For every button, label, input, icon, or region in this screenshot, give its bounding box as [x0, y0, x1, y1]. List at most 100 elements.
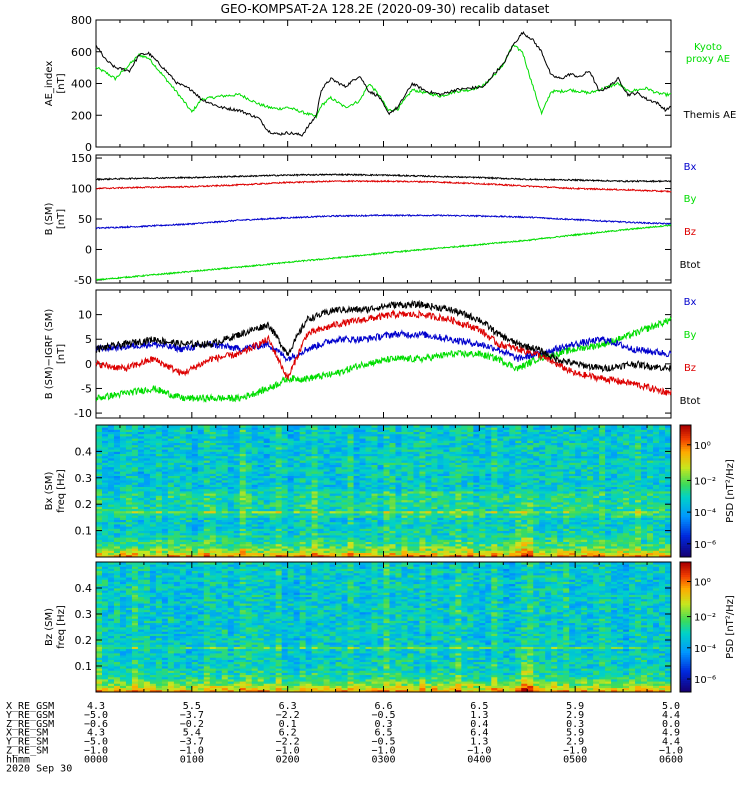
db-y-axis-label: [nT] — [56, 344, 67, 364]
ephemeris-value: 4.3 — [87, 701, 105, 712]
ephemeris-row-label: Z_RE_GSM — [6, 719, 54, 730]
spec_bx-colorbar-tick-label: 10⁰ — [694, 441, 711, 452]
spec_bx-colorbar — [680, 425, 691, 558]
figure-title: GEO-KOMPSAT-2A 128.2E (2020-09-30) recal… — [221, 2, 550, 16]
spec_bz-y-axis-label: Bz (SM) — [44, 608, 55, 646]
b-series-by — [95, 224, 672, 282]
ae-y-tick-label: 800 — [71, 14, 92, 27]
ephemeris-row-label: X_RE_SM — [6, 728, 48, 739]
ephemeris-value: 5.4 — [183, 728, 201, 739]
spec_bz-colorbar-tick-label: 10⁻⁴ — [694, 644, 716, 655]
spec_bz-colorbar-tick-label: 10⁻² — [694, 613, 716, 624]
ae-legend-proxy: proxy AE — [686, 54, 730, 65]
ae-y-tick-label: 400 — [71, 78, 92, 91]
ephemeris-row-label: Y_RE_SM — [6, 737, 48, 748]
db-series-bz — [95, 309, 672, 396]
spec_bx-y-tick-label: 0.1 — [75, 525, 93, 538]
ephemeris-value: 1.3 — [470, 710, 488, 721]
b-y-axis-label: B (SM) — [44, 202, 55, 235]
ephemeris-value: −2.2 — [276, 710, 300, 721]
spec_bx-spectrogram-cells — [96, 425, 672, 558]
db-y-tick-label: 0 — [85, 358, 92, 371]
ephemeris-value: 0100 — [180, 754, 204, 765]
ephemeris-value: 2.9 — [566, 737, 584, 748]
ephemeris-date: 2020 Sep 30 — [6, 763, 72, 774]
b-legend-btot: Btot — [680, 260, 701, 271]
spec_bz-y-tick-label: 0.3 — [75, 608, 93, 621]
ae-series-themis-ae — [95, 30, 672, 137]
db-y-tick-label: 10 — [78, 309, 92, 322]
ae-y-tick-label: 200 — [71, 109, 92, 122]
ephemeris-value: 0300 — [371, 754, 395, 765]
spec_bz-y-axis-label: freq [Hz] — [56, 605, 67, 649]
b-y-axis-label: [nT] — [56, 209, 67, 229]
ephemeris-value: 4.4 — [662, 737, 680, 748]
b-y-tick-label: 150 — [71, 152, 92, 165]
spec_bx-y-axis-label: freq [Hz] — [56, 469, 67, 513]
b-y-tick-label: 50 — [78, 213, 92, 226]
ephemeris-value: −0.5 — [371, 737, 395, 748]
spec_bz-colorbar — [680, 562, 691, 693]
ephemeris-value: −3.7 — [180, 710, 204, 721]
ephemeris-value: 6.3 — [279, 701, 297, 712]
ephemeris-row-label: X_RE_GSM — [6, 701, 54, 712]
spec_bz-colorbar-tick-label: 10⁻⁶ — [694, 675, 716, 686]
ephemeris-value: 6.5 — [470, 701, 488, 712]
ephemeris-value: 0000 — [84, 754, 108, 765]
ephemeris-value: −0.2 — [180, 719, 204, 730]
ephemeris-value: 0500 — [563, 754, 587, 765]
ephemeris-row-label: Z_RE_SM — [6, 746, 48, 757]
ephemeris-value: 6.4 — [470, 728, 488, 739]
ephemeris-value: 0.1 — [279, 719, 297, 730]
ephemeris-value: 4.9 — [662, 728, 680, 739]
ephemeris-value: −0.6 — [84, 719, 108, 730]
ephemeris-value: 0600 — [659, 754, 683, 765]
ae-y-axis-label: AE_index — [44, 61, 55, 107]
spec_bz-y-tick-label: 0.1 — [75, 660, 93, 673]
spec_bx-colorbar-tick-label: 10⁻⁴ — [694, 508, 716, 519]
spec_bx-colorbar-frame — [679, 424, 692, 558]
db-series-bx — [95, 329, 672, 363]
ephemeris-value: −1.0 — [563, 746, 587, 757]
spec_bz-spectrogram-cells — [96, 562, 672, 693]
ephemeris-value: −0.5 — [371, 710, 395, 721]
ae-series-kyoto-proxy-ae — [95, 44, 672, 119]
ephemeris-row-label: Y_RE_GSM — [6, 710, 54, 721]
b-series-bx — [95, 213, 672, 230]
ae-legend-kyoto: Kyoto — [694, 42, 722, 53]
db-legend-bz: Bz — [684, 363, 696, 374]
ae-y-axis-label: [nT] — [56, 73, 67, 93]
ephemeris-value: 5.5 — [183, 701, 201, 712]
ephemeris-value: 4.4 — [662, 710, 680, 721]
ephemeris-value: 2.9 — [566, 710, 584, 721]
ephemeris-value: 6.5 — [374, 728, 392, 739]
ephemeris-value: 0.3 — [374, 719, 392, 730]
ephemeris-value: 6.2 — [279, 728, 297, 739]
db-series-by — [95, 315, 672, 403]
ephemeris-value: 4.3 — [87, 728, 105, 739]
ephemeris-value: −5.0 — [84, 737, 108, 748]
b-y-tick-label: 0 — [85, 243, 92, 256]
b-legend-bx: Bx — [684, 162, 697, 173]
db-legend-by: By — [684, 330, 697, 341]
ephemeris-value: −1.0 — [467, 746, 491, 757]
ephemeris-value: −1.0 — [84, 746, 108, 757]
db-y-axis-label: B (SM)−IGRF (SM) — [44, 309, 55, 400]
b-legend-by: By — [684, 194, 697, 205]
ephemeris-value: 0.0 — [662, 719, 680, 730]
ae-y-tick-label: 0 — [85, 141, 92, 154]
ae-plot-frame — [95, 19, 672, 148]
ephemeris-value: 5.0 — [662, 701, 680, 712]
ephemeris-value: 1.3 — [470, 737, 488, 748]
ephemeris-value: −1.0 — [371, 746, 395, 757]
ae-y-tick-label: 600 — [71, 46, 92, 59]
b-series-bz — [95, 179, 672, 193]
db-legend-bx: Bx — [684, 297, 697, 308]
b-y-tick-label: -50 — [74, 274, 92, 287]
ephemeris-value: −1.0 — [659, 746, 683, 757]
db-legend-btot: Btot — [680, 396, 701, 407]
ephemeris-value: −1.0 — [180, 746, 204, 757]
spec_bx-y-axis-label: Bx (SM) — [44, 472, 55, 511]
